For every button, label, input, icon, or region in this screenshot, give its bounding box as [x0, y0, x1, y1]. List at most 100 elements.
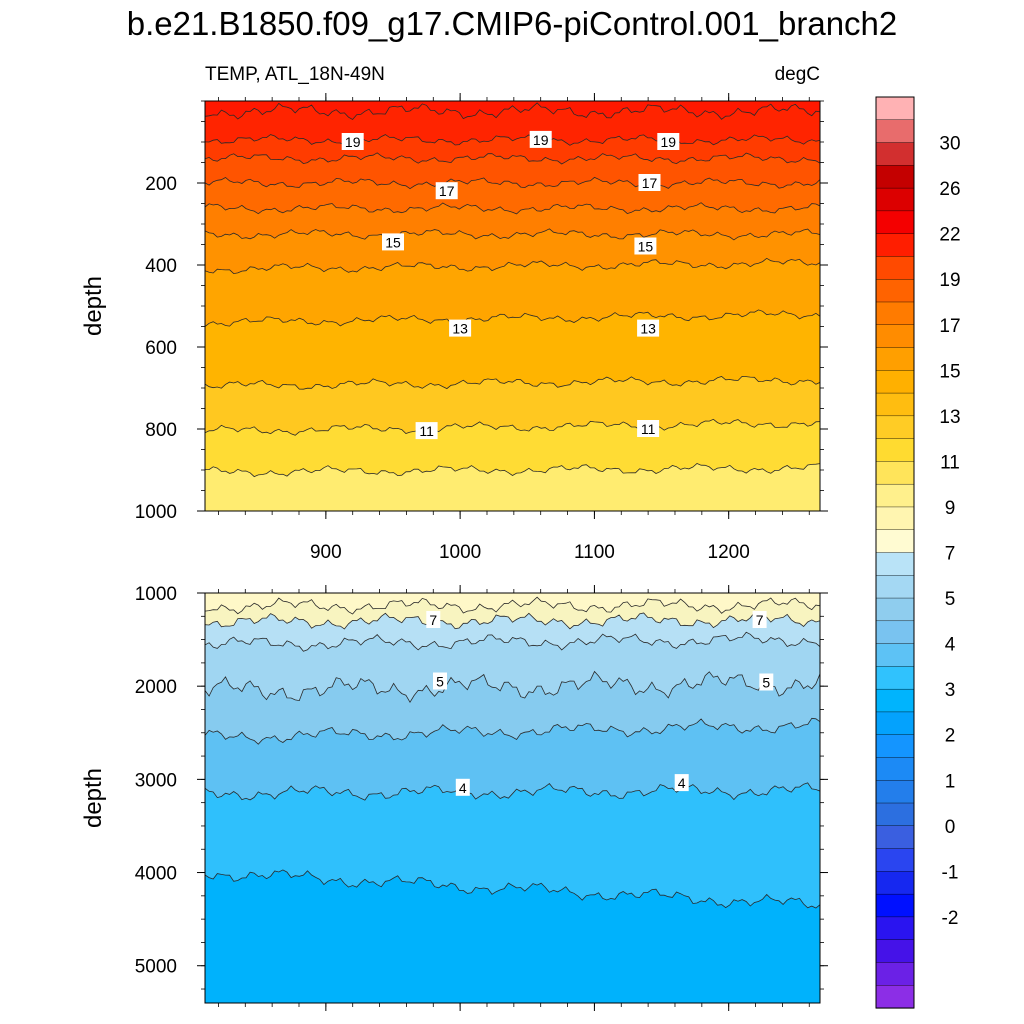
colorbar-label: 0 — [945, 817, 956, 838]
colorbar-frame — [875, 96, 915, 1009]
contour-label: 11 — [415, 422, 438, 440]
y-tick-label: 4000 — [135, 864, 177, 885]
colorbar-swatch — [875, 985, 915, 1009]
contour-line — [205, 869, 820, 909]
contour-line — [205, 612, 820, 630]
colorbar-swatch — [875, 711, 915, 736]
contour-line — [205, 176, 820, 190]
colorbar-label: 7 — [945, 544, 956, 565]
svg-text:15: 15 — [385, 234, 401, 250]
contour-label: 13 — [637, 319, 660, 337]
contour-line — [205, 202, 820, 215]
colorbar-swatch — [875, 620, 915, 645]
colorbar-swatch — [875, 734, 915, 759]
y-axis-label: depth — [80, 768, 107, 828]
colorbar-swatch — [875, 848, 915, 872]
contour-label: 4 — [455, 778, 470, 796]
contour-line — [205, 257, 820, 275]
y-tick-label: 200 — [145, 174, 177, 195]
y-tick-label: 400 — [145, 256, 177, 277]
colorbar-swatch — [875, 165, 915, 189]
colorbar-swatch — [875, 96, 915, 121]
colorbar-label: 17 — [939, 316, 960, 337]
contour-label: 7 — [426, 611, 441, 628]
colorbar-swatch — [875, 347, 915, 371]
colorbar-swatch — [875, 529, 915, 554]
contour-label: 19 — [341, 133, 364, 150]
contour-line — [205, 228, 820, 241]
contour-line — [205, 717, 820, 745]
x-tick-label: 1100 — [574, 542, 615, 563]
colorbar-swatch — [875, 324, 915, 349]
y-tick-label: 5000 — [135, 957, 177, 978]
contour-line — [205, 670, 820, 703]
colorbar-label: -1 — [942, 862, 959, 883]
colorbar-swatch — [875, 575, 915, 599]
contour-label: 19 — [657, 133, 680, 150]
svg-text:19: 19 — [345, 134, 361, 150]
svg-text:11: 11 — [641, 421, 656, 437]
colorbar-label: 15 — [939, 361, 960, 382]
lower-plot-frame — [204, 592, 821, 1004]
svg-text:5: 5 — [762, 675, 770, 691]
contour-line — [205, 102, 820, 121]
y-tick-label: 800 — [145, 420, 177, 441]
contour-label: 15 — [382, 233, 404, 251]
colorbar-swatch — [875, 461, 915, 485]
contour-label: 15 — [634, 237, 657, 255]
contour-label: 5 — [759, 673, 774, 691]
colorbar-swatch — [875, 552, 915, 576]
contour-label: 17 — [435, 182, 458, 200]
colorbar-label: 2 — [945, 726, 956, 747]
colorbar-swatch — [875, 233, 915, 258]
colorbar-swatch — [875, 119, 915, 144]
colorbar-swatch — [875, 688, 915, 713]
x-tick-label: 900 — [310, 542, 342, 563]
variable-region-label: TEMP, ATL_18N-49N — [205, 64, 385, 85]
colorbar-swatch — [875, 279, 915, 303]
colorbar-label: 3 — [945, 680, 956, 701]
colorbar-swatch — [875, 939, 915, 964]
colorbar-label: 13 — [939, 407, 960, 428]
svg-text:4: 4 — [678, 775, 686, 791]
colorbar-label: -2 — [942, 908, 959, 929]
colorbar-swatch — [875, 142, 915, 166]
colorbar-swatch — [875, 916, 915, 941]
x-tick-label: 1000 — [439, 542, 481, 563]
contour-line — [205, 152, 820, 165]
colorbar-swatch — [875, 825, 915, 850]
contour-line — [205, 631, 820, 652]
colorbar-swatch — [875, 483, 915, 508]
contour-label: 11 — [637, 420, 660, 437]
colorbar-swatch — [875, 643, 915, 667]
contour-line — [205, 418, 820, 436]
x-tick-label: 1200 — [708, 542, 750, 563]
svg-text:17: 17 — [439, 183, 455, 199]
contour-label: 13 — [449, 319, 472, 337]
contour-label: 4 — [674, 774, 689, 792]
colorbar-swatch — [875, 210, 915, 235]
y-tick-label: 1000 — [135, 584, 177, 605]
colorbar-swatch — [875, 301, 915, 326]
contour-label: 5 — [433, 672, 447, 690]
contour-line — [205, 309, 820, 327]
svg-text:15: 15 — [638, 239, 654, 255]
colorbar-swatch — [875, 871, 915, 895]
chart-title: b.e21.B1850.f09_g17.CMIP6-piControl.001_… — [126, 5, 898, 42]
colorbar: 30 26 22 19 17 15 13 11 9 7 5 4 3 2 1 0 -1 -2 — [875, 96, 961, 1009]
colorbar-swatch — [875, 370, 915, 394]
colorbar-label: 11 — [940, 452, 960, 473]
colorbar-label: 1 — [945, 771, 956, 792]
colorbar-label: 5 — [945, 589, 956, 610]
y-tick-label: 3000 — [135, 770, 177, 791]
svg-text:7: 7 — [756, 612, 764, 628]
contour-line — [205, 463, 820, 478]
units-label: degC — [774, 64, 820, 85]
colorbar-swatch — [875, 597, 915, 622]
contour-label: 17 — [638, 174, 661, 191]
contour-line — [205, 782, 820, 801]
y-tick-label: 600 — [145, 338, 177, 359]
colorbar-swatch — [875, 962, 915, 986]
svg-text:4: 4 — [459, 780, 467, 796]
